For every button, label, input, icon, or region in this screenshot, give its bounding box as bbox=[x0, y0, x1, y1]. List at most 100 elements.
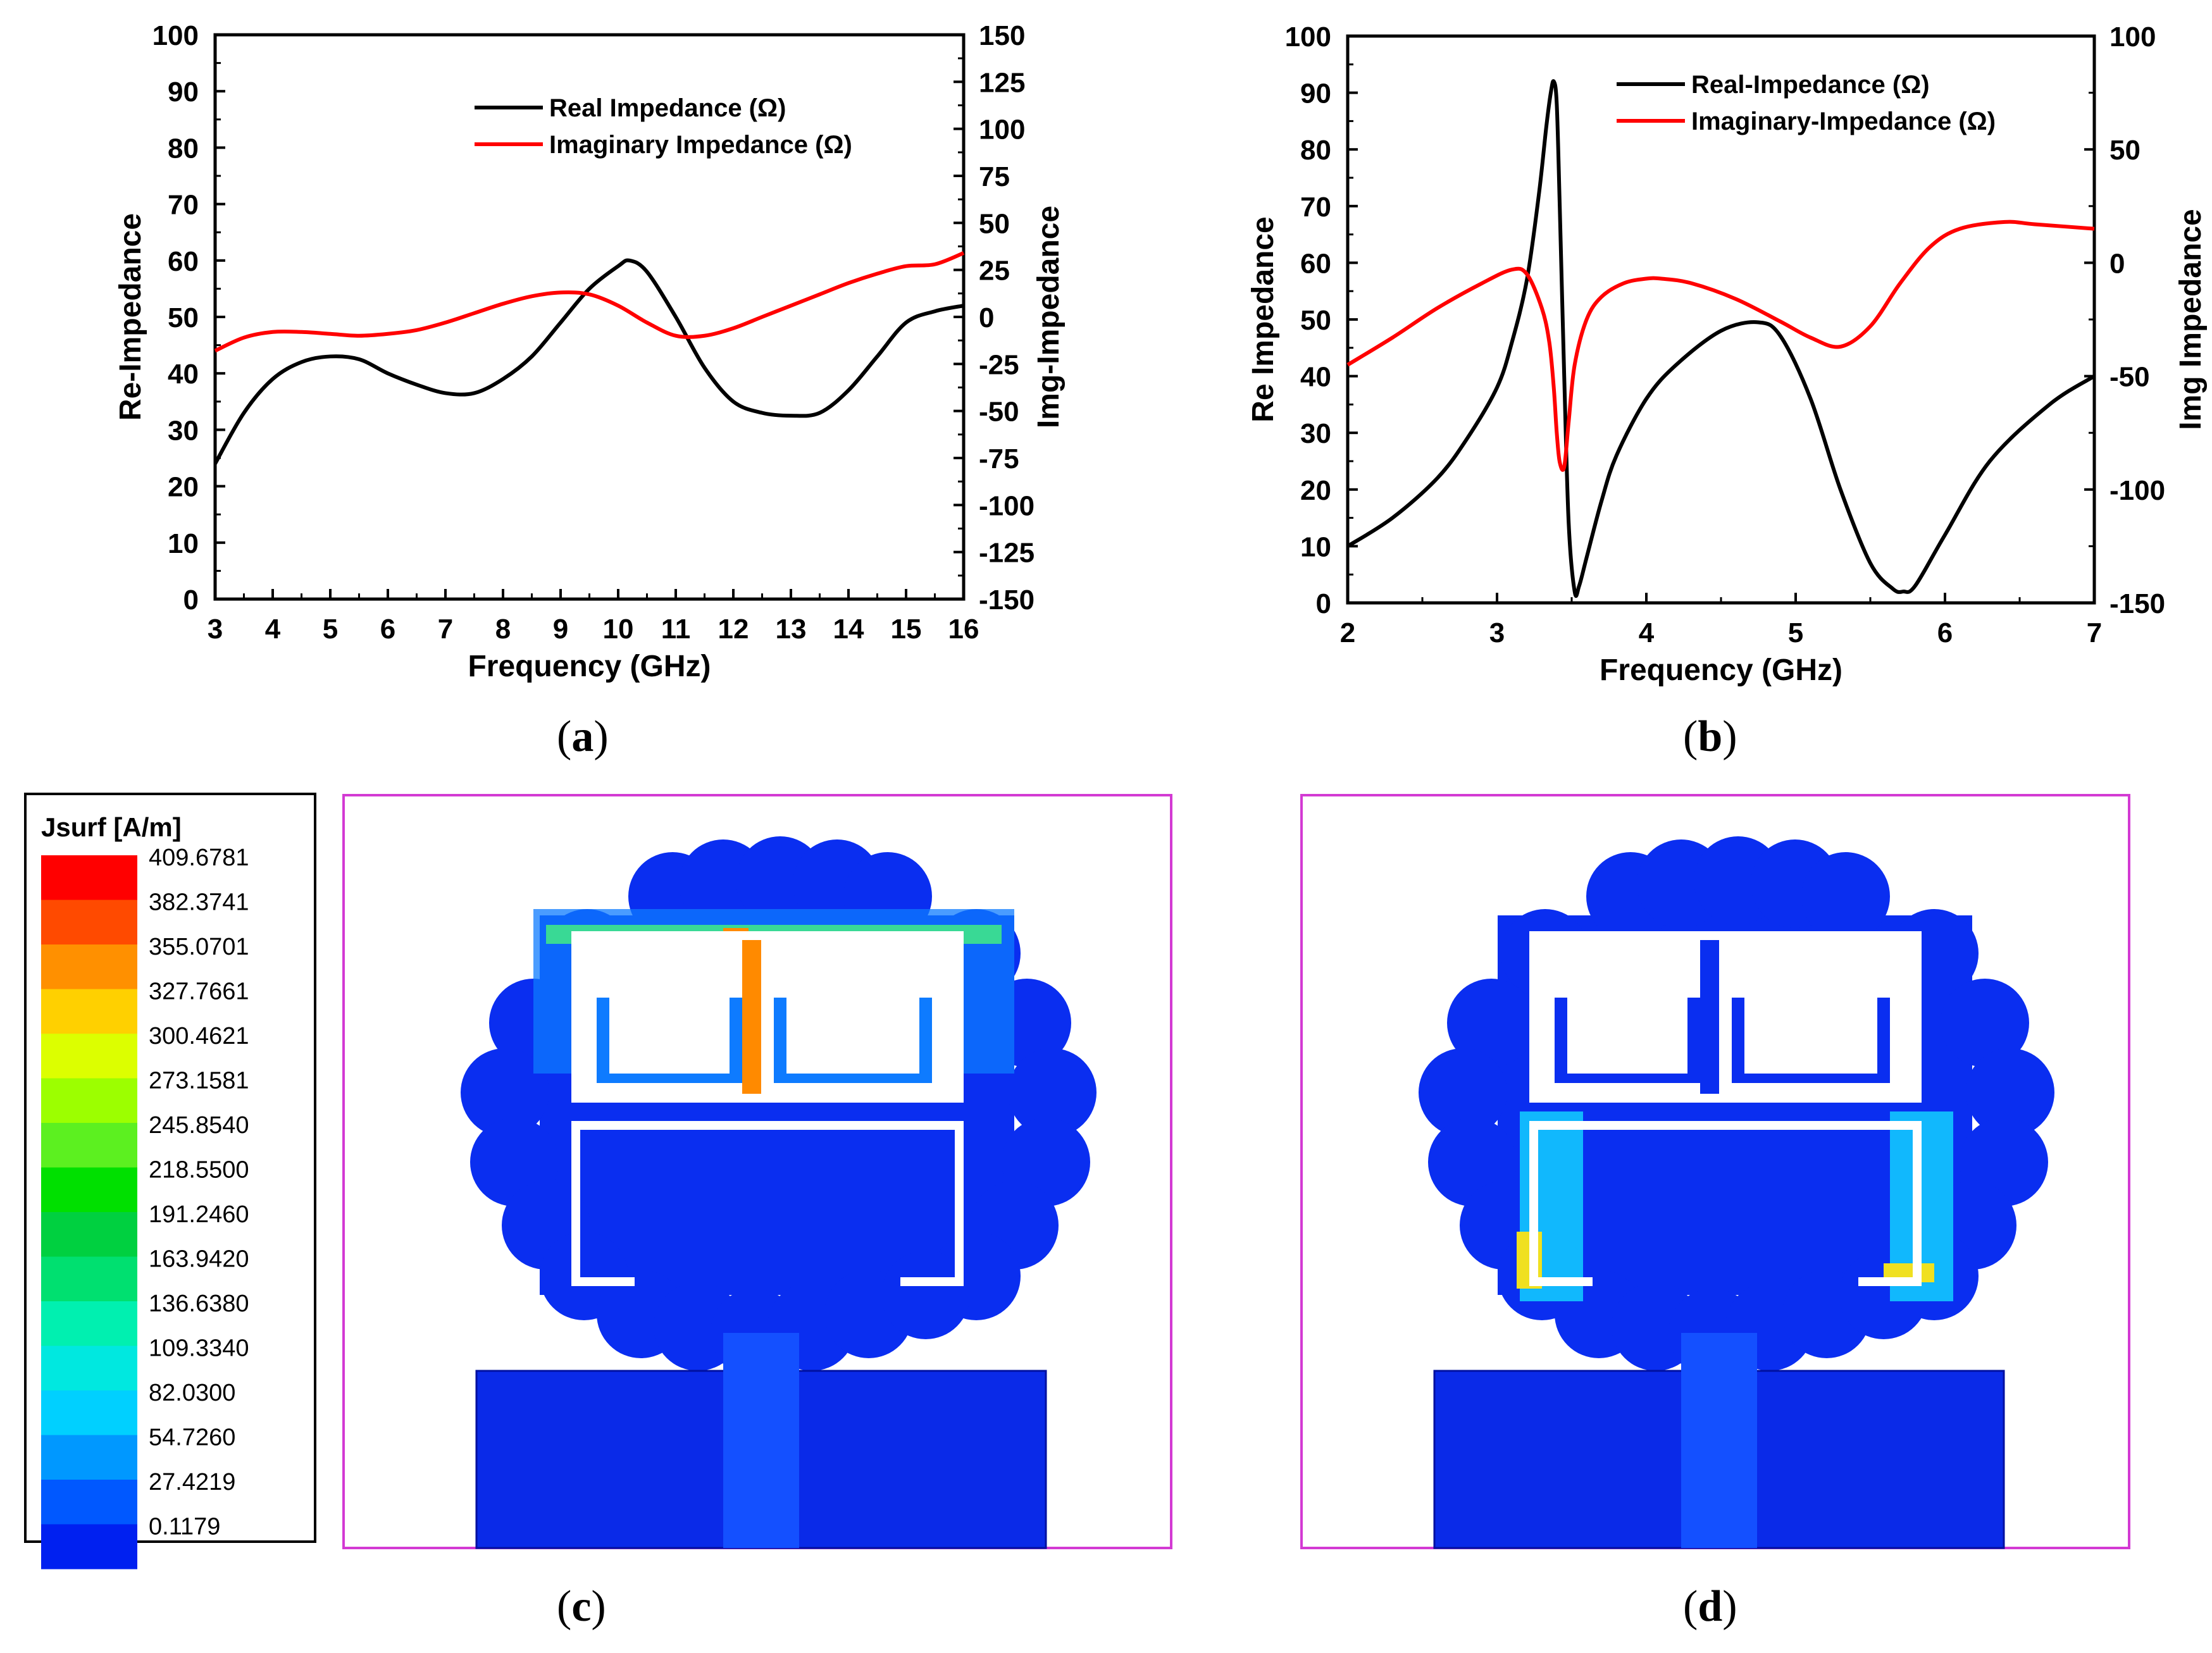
x-tick-label: 7 bbox=[2087, 617, 2102, 648]
y-tick-label: 100 bbox=[1285, 22, 1331, 53]
x-tick-label: 14 bbox=[833, 614, 864, 645]
y2-tick-label: 75 bbox=[979, 161, 1010, 192]
colorbar-swatch bbox=[41, 944, 137, 989]
x-tick-label: 4 bbox=[1639, 617, 1655, 648]
y2-tick-label: -150 bbox=[979, 585, 1035, 616]
y2-tick-label: 100 bbox=[2109, 22, 2156, 53]
colorbar-swatch bbox=[41, 1301, 137, 1346]
colorbar-tick-label: 273.1581 bbox=[149, 1068, 249, 1094]
colorbar-tick-label: 27.4219 bbox=[149, 1469, 235, 1495]
slot2-left bbox=[1529, 1121, 1538, 1285]
flower-patch bbox=[1419, 836, 2054, 1377]
colorbar-tick-label: 409.6781 bbox=[149, 845, 249, 871]
y-tick-label: 50 bbox=[1300, 305, 1331, 336]
slot-bottom bbox=[1529, 1094, 1922, 1103]
series-line-0 bbox=[213, 258, 964, 465]
series-line-1 bbox=[1346, 220, 2095, 472]
slot-right bbox=[955, 931, 964, 1102]
y2-tick-label: 50 bbox=[2109, 135, 2141, 166]
feed-current bbox=[1681, 1333, 1757, 1548]
patch-lobe bbox=[1966, 1048, 2054, 1137]
colorbar-swatch bbox=[41, 1346, 137, 1391]
colorbar-swatch bbox=[41, 989, 137, 1034]
panel-label-d: (d) bbox=[1683, 1582, 1737, 1631]
colorbar-tick-label: 109.3340 bbox=[149, 1335, 249, 1362]
colorbar-tick-label: 300.4621 bbox=[149, 1023, 249, 1049]
y2-tick-label: 0 bbox=[2109, 248, 2125, 279]
colorbar-swatch bbox=[41, 1524, 137, 1569]
y2-tick-label: 125 bbox=[979, 67, 1025, 98]
y2-tick-label: 50 bbox=[979, 208, 1010, 239]
y2-tick-label: 25 bbox=[979, 256, 1010, 287]
y-tick-label: 10 bbox=[168, 528, 199, 559]
patch-lobe bbox=[1008, 1048, 1097, 1137]
x-tick-label: 10 bbox=[603, 614, 634, 645]
feed-current bbox=[723, 1333, 799, 1548]
patch-lobe bbox=[461, 1048, 549, 1137]
colorbar-swatch bbox=[41, 1167, 137, 1213]
inner-u-right-gap bbox=[1744, 998, 1877, 1074]
y-tick-label: 90 bbox=[168, 77, 199, 108]
y-tick-label: 60 bbox=[168, 246, 199, 277]
slot-left bbox=[571, 931, 580, 1102]
x-tick-label: 6 bbox=[1937, 617, 1953, 648]
colorbar-tick-label: 0.1179 bbox=[149, 1514, 220, 1540]
colorbar-tick-label: 355.0701 bbox=[149, 934, 249, 960]
colorbar-tick-label: 327.7661 bbox=[149, 979, 249, 1005]
slot-left bbox=[1529, 931, 1538, 1102]
y-tick-label: 70 bbox=[168, 190, 199, 221]
y2-axis-title: Img Impedance bbox=[2174, 209, 2208, 430]
patch-lobe bbox=[1801, 852, 1890, 941]
y-axis-title: Re-Impedance bbox=[114, 213, 147, 421]
legend-label: Real-Impedance (Ω) bbox=[1691, 71, 1930, 99]
y-tick-label: 0 bbox=[183, 585, 199, 616]
colorbar-tick-label: 136.6380 bbox=[149, 1291, 249, 1317]
x-tick-label: 5 bbox=[1788, 617, 1803, 648]
x-tick-label: 13 bbox=[776, 614, 807, 645]
colorbar-tick-label: 218.5500 bbox=[149, 1157, 249, 1184]
slot-top bbox=[1529, 931, 1922, 940]
y2-axis-title: Img-Impedance bbox=[1032, 206, 1066, 428]
current-map-d bbox=[1300, 794, 2130, 1549]
slot2-top bbox=[1529, 1121, 1922, 1130]
y2-tick-label: -50 bbox=[979, 397, 1019, 428]
x-tick-label: 15 bbox=[891, 614, 922, 645]
patch-lobe bbox=[881, 1251, 970, 1339]
patch-lobe bbox=[1447, 979, 1536, 1067]
slot2-bottom-right bbox=[900, 1277, 964, 1286]
colorbar-swatch bbox=[41, 855, 137, 900]
x-tick-label: 12 bbox=[718, 614, 749, 645]
colorbar-swatch bbox=[41, 1390, 137, 1435]
panel-label-b: (b) bbox=[1683, 712, 1737, 761]
current-map-c bbox=[342, 794, 1172, 1549]
colorbar-swatch bbox=[41, 900, 137, 945]
colorbar-tick-label: 245.8540 bbox=[149, 1112, 249, 1139]
colorbar-swatch bbox=[41, 1435, 137, 1480]
legend-label: Imaginary-Impedance (Ω) bbox=[1691, 108, 1996, 135]
series-line-0 bbox=[1346, 79, 2096, 598]
y-tick-label: 0 bbox=[1316, 588, 1331, 619]
slot2-bottom-left bbox=[571, 1277, 635, 1286]
colorbar-swatch bbox=[41, 1034, 137, 1079]
x-axis-title: Frequency (GHz) bbox=[1600, 653, 1842, 687]
colorbar: Jsurf [A/m] 409.6781 382.3741 355.0701 327.7… bbox=[24, 793, 316, 1569]
y2-tick-label: -125 bbox=[979, 538, 1035, 569]
panel-label-c: (c) bbox=[557, 1582, 606, 1631]
colorbar-swatch bbox=[41, 1256, 137, 1302]
slot-right bbox=[1913, 931, 1922, 1102]
y-tick-label: 20 bbox=[1300, 475, 1331, 506]
y2-tick-label: -50 bbox=[2109, 362, 2150, 393]
y-tick-label: 90 bbox=[1300, 78, 1331, 109]
x-tick-label: 8 bbox=[495, 614, 511, 645]
y2-tick-label: -150 bbox=[2109, 588, 2165, 619]
x-tick-label: 7 bbox=[438, 614, 453, 645]
y2-tick-label: -75 bbox=[979, 443, 1019, 474]
y-tick-label: 80 bbox=[1300, 135, 1331, 166]
slot2-top bbox=[571, 1121, 964, 1130]
colorbar-swatch bbox=[41, 1078, 137, 1124]
x-tick-label: 16 bbox=[948, 614, 979, 645]
series-line-1 bbox=[214, 251, 965, 353]
slot-bottom bbox=[571, 1094, 964, 1103]
y2-tick-label: -25 bbox=[979, 349, 1019, 380]
